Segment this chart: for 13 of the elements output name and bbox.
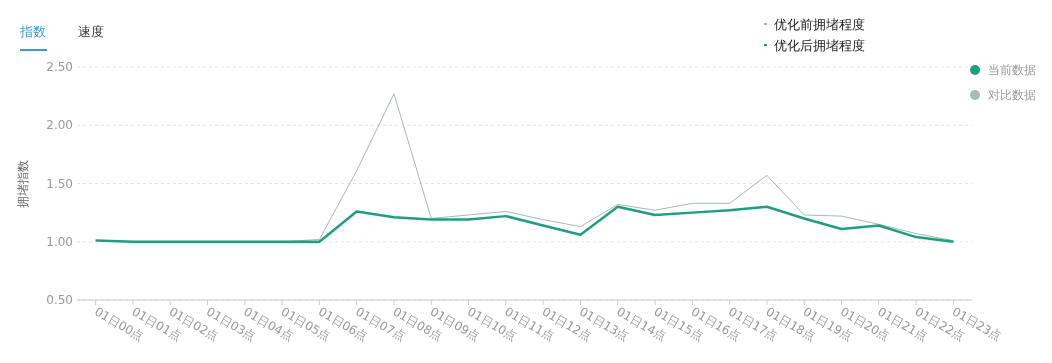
legend-label: 当前数据: [988, 63, 1036, 77]
y-tick-label: 2.00: [46, 118, 73, 133]
legend-label: 对比数据: [988, 88, 1036, 102]
text: 速度: [78, 24, 104, 39]
y-tick-label: 1.00: [46, 234, 73, 249]
y-tick-label: 2.50: [46, 60, 73, 74]
y-tick-label: 1.50: [46, 176, 73, 191]
y-axis-title: 拥堵指数: [16, 159, 30, 208]
y-tick-label: 0.50: [46, 293, 73, 307]
line-series: [94, 205, 955, 243]
text: 指数: [19, 24, 46, 39]
text: 优化前拥堵程度: [774, 17, 865, 32]
text: 优化后拥堵程度: [774, 38, 865, 53]
